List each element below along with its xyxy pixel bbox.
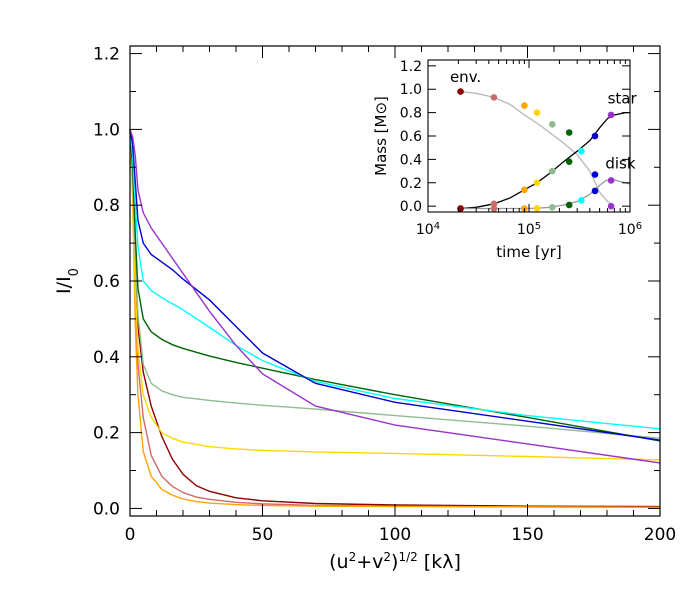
main-series-line-5 [129,129,661,442]
main-series-line-2 [129,129,661,508]
main-y-tick-label-3: 0.6 [93,272,120,292]
inset-marker-env-1 [490,94,498,101]
inset-marker-disk-5 [565,201,573,209]
inset-marker-env-4 [548,121,556,128]
inset-marker-disk-7 [591,187,599,195]
main-x-tick-label-3: 150 [511,525,543,545]
inset-y-tick-label-2: 0.4 [400,152,422,168]
inset-y-tick-label-0: 0.0 [400,199,422,215]
inset-annotation-env: env. [450,68,481,86]
inset-plot: 104 105 106 0.0 0.2 0.4 0.6 0.8 1.0 1.2 time [yr] M… [372,59,642,261]
inset-marker-env-0 [457,88,464,95]
inset-marker-env-8 [607,202,615,210]
inset-marker-disk-4 [548,204,556,211]
main-series-line-8 [129,129,661,464]
inset-x-tick-label-0: 104 [416,221,440,239]
inset-curve-star [460,111,630,210]
inset-marker-star-1 [490,200,498,208]
main-series-line-4 [129,129,661,439]
inset-marker-disk-1 [490,205,498,212]
main-x-tick-label-4: 200 [644,525,676,545]
inset-x-axis-title: time [yr] [496,243,561,261]
inset-marker-star-2 [521,186,528,194]
inset-marker-star-7 [591,132,599,140]
inset-y-tick-label-6: 1.2 [400,59,422,75]
inset-y-tick-label-4: 0.8 [400,106,422,122]
inset-annotation-disk: disk [605,155,636,173]
main-y-tick-label-6: 1.2 [93,45,120,65]
main-plot: 0 50 100 150 200 0.0 0.2 0.4 0.6 0.8 1.0 1.2 (u2+v2)… [53,45,676,573]
inset-marker-star-8 [607,111,615,119]
inset-marker-star-5 [565,158,573,166]
inset-marker-env-2 [521,102,528,109]
inset-x-tick-label-2: 106 [618,221,642,239]
inset-x-tick-label-1: 105 [517,221,541,239]
inset-marker-star-6 [578,147,585,155]
main-series-group [129,129,661,508]
main-series-line-7 [129,129,661,441]
inset-y-tick-label-5: 1.0 [400,82,422,98]
inset-marker-disk-3 [533,204,541,212]
inset-y-tick-label-1: 0.2 [400,176,422,192]
inset-marker-env-7 [591,171,599,178]
inset-marker-star-3 [533,179,541,187]
inset-marker-disk-6 [578,197,585,204]
inset-y-axis-title: Mass [M⊙] [372,96,390,176]
main-x-tick-label-2: 100 [379,525,411,545]
inset-marker-disk-8 [607,177,615,184]
main-series-line-3 [129,129,661,461]
main-ticks [129,46,661,516]
inset-marker-env-3 [533,109,541,116]
inset-marker-env-5 [565,129,573,136]
main-y-tick-label-1: 0.2 [93,424,120,444]
inset-marker-star-4 [548,167,556,175]
main-y-tick-label-2: 0.4 [93,348,120,368]
main-y-tick-label-0: 0.0 [93,499,120,519]
main-y-tick-label-5: 1.0 [93,120,120,140]
main-y-tick-label-4: 0.8 [93,196,120,216]
main-y-axis-title: I/I0 [53,268,82,294]
main-x-tick-label-1: 50 [252,525,274,545]
main-series-line-6 [129,129,661,430]
inset-annotation-star: star [608,89,638,107]
main-x-axis-title: (u2+v2)1/2 [kλ] [329,550,461,573]
inset-y-tick-label-3: 0.6 [400,129,422,145]
main-x-tick-label-0: 0 [125,525,136,545]
